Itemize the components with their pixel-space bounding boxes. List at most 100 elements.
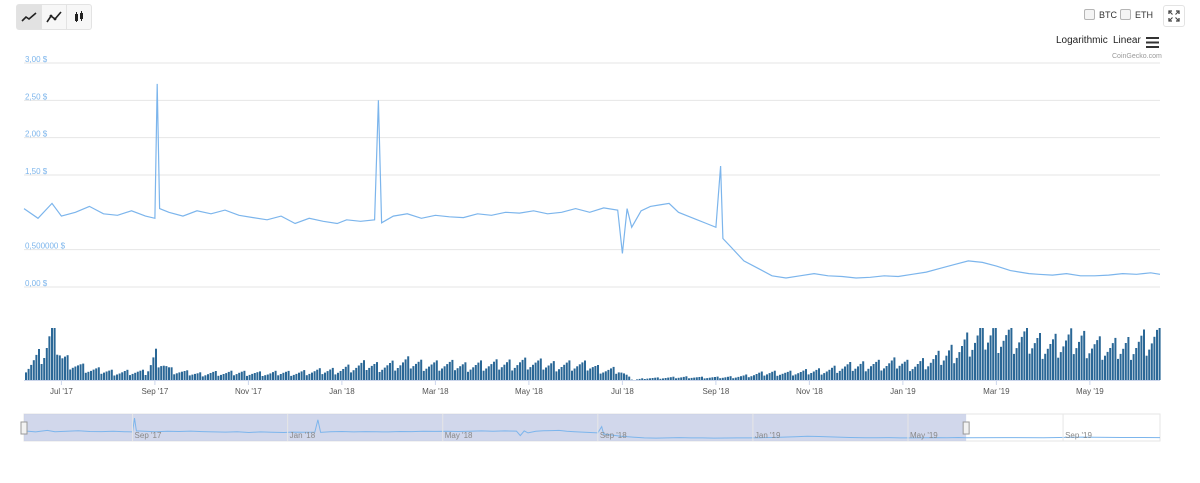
volume-bar <box>511 370 514 380</box>
volume-bar <box>225 373 228 380</box>
volume-bar <box>602 372 605 380</box>
volume-bar <box>58 355 61 380</box>
volume-bar <box>812 371 815 380</box>
volume-bar <box>118 373 121 380</box>
volume-bar <box>433 362 436 380</box>
volume-bar <box>474 365 477 380</box>
volume-bar <box>857 366 859 380</box>
volume-bar <box>428 366 430 380</box>
volume-bar <box>194 373 196 380</box>
x-tick-label: Mar '19 <box>983 387 1010 396</box>
volume-bar <box>100 373 103 380</box>
volume-bar <box>888 363 891 380</box>
volume-bar <box>360 362 363 380</box>
volume-bar <box>1143 329 1145 380</box>
volume-bar <box>105 371 108 380</box>
volume-bar <box>716 376 719 380</box>
volume-bar <box>662 378 664 380</box>
volume-bar <box>266 374 269 380</box>
volume-bar <box>961 346 963 380</box>
volume-bar <box>516 365 519 380</box>
volume-bar <box>542 369 545 380</box>
volume-bar <box>537 360 540 380</box>
volume-bar <box>701 376 703 380</box>
volume-bar <box>753 375 755 380</box>
volume-bar <box>669 377 672 380</box>
volume-bar <box>568 360 571 380</box>
volume-bar <box>469 369 472 380</box>
volume-bar <box>903 361 906 380</box>
volume-bar <box>90 370 92 380</box>
volume-bar <box>695 377 698 380</box>
line-chart-alt-icon <box>46 11 62 23</box>
compare-eth-checkbox[interactable]: ETH <box>1120 9 1153 20</box>
volume-bar <box>922 358 924 380</box>
fullscreen-button[interactable] <box>1163 5 1185 27</box>
volume-bar <box>604 371 607 380</box>
volume-bar <box>487 366 490 380</box>
linear-scale-button[interactable]: Linear <box>1113 35 1141 46</box>
navigator-right-handle[interactable] <box>962 421 970 435</box>
volume-bar <box>729 376 732 380</box>
volume-bar <box>958 352 961 380</box>
volume-bar <box>181 371 183 380</box>
volume-bar <box>420 359 423 380</box>
volume-bar <box>1002 340 1005 380</box>
volume-bar <box>272 372 274 380</box>
navigator-ticks: Sep '17 Jan '18 May '18 Sep '18 Jan '19 May '… <box>132 414 1093 441</box>
volume-bar <box>953 363 956 380</box>
volume-bar <box>1070 328 1073 380</box>
volume-bar <box>178 372 181 380</box>
volume-bar <box>893 357 896 380</box>
volume-bar <box>97 367 100 380</box>
volume-bar <box>875 361 878 380</box>
volume-bar <box>123 371 126 380</box>
volume-bar <box>820 374 823 380</box>
volume-bar <box>771 371 774 380</box>
volume-bar <box>1130 359 1132 380</box>
y-tick-label: 3,00 $ <box>25 55 48 64</box>
volume-bar <box>363 360 365 380</box>
volume-bar <box>305 375 308 380</box>
navigator[interactable]: Sep '17 Jan '18 May '18 Sep '18 Jan '19 May '… <box>20 413 1161 442</box>
volume-bar <box>994 328 997 380</box>
volume-bar <box>867 368 870 380</box>
compare-btc-checkbox[interactable]: BTC <box>1084 9 1117 20</box>
x-tick-label: Jul '17 <box>50 387 73 396</box>
chart-menu-button[interactable] <box>1146 35 1159 53</box>
volume-bar <box>1028 353 1031 380</box>
candlestick-chart-button[interactable] <box>67 5 91 29</box>
volume-bar <box>719 378 722 380</box>
volume-bar <box>454 370 456 380</box>
volume-bar <box>82 363 85 380</box>
volume-bar <box>615 373 618 380</box>
y-tick-label: 0,00 $ <box>25 279 48 288</box>
volume-bar <box>734 377 737 380</box>
volume-bar <box>1122 348 1125 380</box>
volume-bar <box>113 375 116 380</box>
volume-bar <box>344 366 347 380</box>
volume-bar <box>116 374 118 380</box>
volume-bar <box>794 374 797 380</box>
volume-bar <box>196 373 199 380</box>
volume-bar <box>703 378 706 380</box>
volume-bar <box>714 377 716 380</box>
volume-bar <box>448 361 451 380</box>
line-chart-button[interactable] <box>17 5 42 29</box>
volume-bar <box>724 377 727 380</box>
volume-bar <box>768 373 771 380</box>
volume-bar <box>1054 333 1057 380</box>
volume-bar <box>251 373 254 380</box>
logarithmic-scale-button[interactable]: Logarithmic <box>1056 35 1108 46</box>
volume-bar <box>155 348 157 380</box>
volume-bar <box>467 371 469 380</box>
volume-bar <box>1145 355 1148 380</box>
volume-bar <box>1015 348 1018 380</box>
navigator-left-handle[interactable] <box>20 421 28 435</box>
navigator-tick-label: Jan '18 <box>290 431 316 440</box>
line-chart-alt-button[interactable] <box>42 5 67 29</box>
volume-bar <box>204 375 207 380</box>
volume-bar <box>664 378 667 380</box>
volume-bar <box>144 375 147 380</box>
